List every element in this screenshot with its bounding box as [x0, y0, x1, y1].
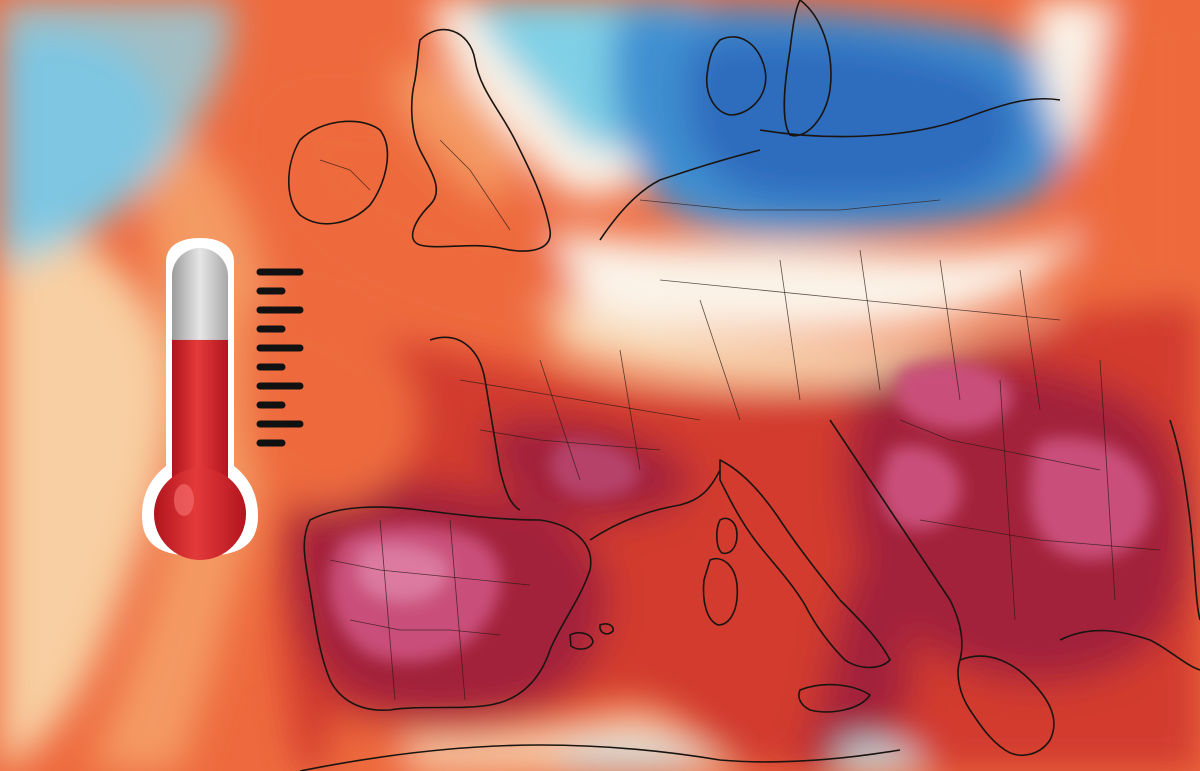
- balearic-islands-small: [599, 623, 614, 635]
- border-line: [479, 429, 661, 451]
- greece-coast: [957, 655, 1055, 756]
- north-africa-cool-patch: [560, 747, 700, 771]
- thermometer-mercury: [172, 339, 228, 490]
- border-line: [379, 519, 396, 701]
- balkans-extreme-heat-east: [1030, 437, 1152, 560]
- sweden-coast: [783, 0, 832, 137]
- iberia-extreme-core: [358, 544, 449, 602]
- sardinia-coast: [702, 558, 739, 626]
- border-line: [329, 559, 531, 586]
- aegean-coast: [1059, 629, 1200, 671]
- border-line: [939, 259, 961, 401]
- northeast-warm: [1065, 0, 1200, 360]
- border-line: [919, 519, 1161, 551]
- sicily-coast: [798, 683, 871, 713]
- balearic-islands: [569, 632, 594, 650]
- border-line: [899, 419, 1101, 471]
- balkans-extreme-heat-west: [879, 446, 961, 530]
- denmark-coast: [705, 36, 767, 116]
- italy-coast: [719, 459, 891, 669]
- great-britain-coast: [410, 28, 551, 252]
- border-line: [699, 299, 741, 421]
- iberia-coast: [303, 506, 592, 711]
- balkans-extreme-heat-north: [895, 361, 1013, 430]
- thermometer-bulb-highlight: [174, 484, 194, 516]
- north-europe-coast: [599, 149, 761, 241]
- administrative-borders: [319, 139, 1161, 701]
- border-line: [619, 349, 641, 471]
- border-line: [639, 199, 941, 211]
- northwest-cool-ring: [0, 0, 232, 270]
- thermometer-scale: [256, 268, 304, 447]
- baltic-coast: [759, 97, 1061, 138]
- border-line: [859, 249, 881, 391]
- central-very-cold: [685, 36, 1019, 203]
- border-line: [779, 259, 801, 401]
- ireland-coast: [287, 120, 389, 225]
- border-line: [349, 619, 501, 636]
- black-sea-coast: [1169, 419, 1200, 621]
- border-line: [1019, 269, 1041, 411]
- extreme-heat-spots: [329, 361, 1152, 662]
- coastlines: [287, 0, 1200, 771]
- border-line: [659, 279, 1061, 321]
- british-isles-warm: [281, 102, 580, 295]
- northeast-pale: [1030, 0, 1110, 160]
- adriatic-coast: [829, 419, 963, 661]
- border-line: [1099, 359, 1116, 601]
- east-africa-cool-patch: [840, 742, 920, 771]
- border-line: [439, 139, 511, 231]
- corsica-coast: [716, 517, 738, 555]
- border-line: [999, 379, 1016, 621]
- thermometer-bulb: [154, 468, 246, 560]
- central-neutral-band: [554, 230, 1080, 335]
- border-line: [459, 379, 701, 421]
- france-extreme-heat: [549, 439, 640, 499]
- thermometer-icon: [142, 238, 304, 560]
- british-isles-mild: [394, 60, 514, 200]
- border-line: [319, 159, 371, 191]
- balkans-very-hot: [846, 362, 1190, 682]
- mediterranean-north-coast: [589, 469, 721, 541]
- border-line: [449, 519, 466, 701]
- north-africa-coast: [299, 744, 901, 771]
- france-west-coast: [429, 336, 521, 511]
- atlantic-neutral-zone: [0, 200, 171, 771]
- border-line: [539, 359, 581, 481]
